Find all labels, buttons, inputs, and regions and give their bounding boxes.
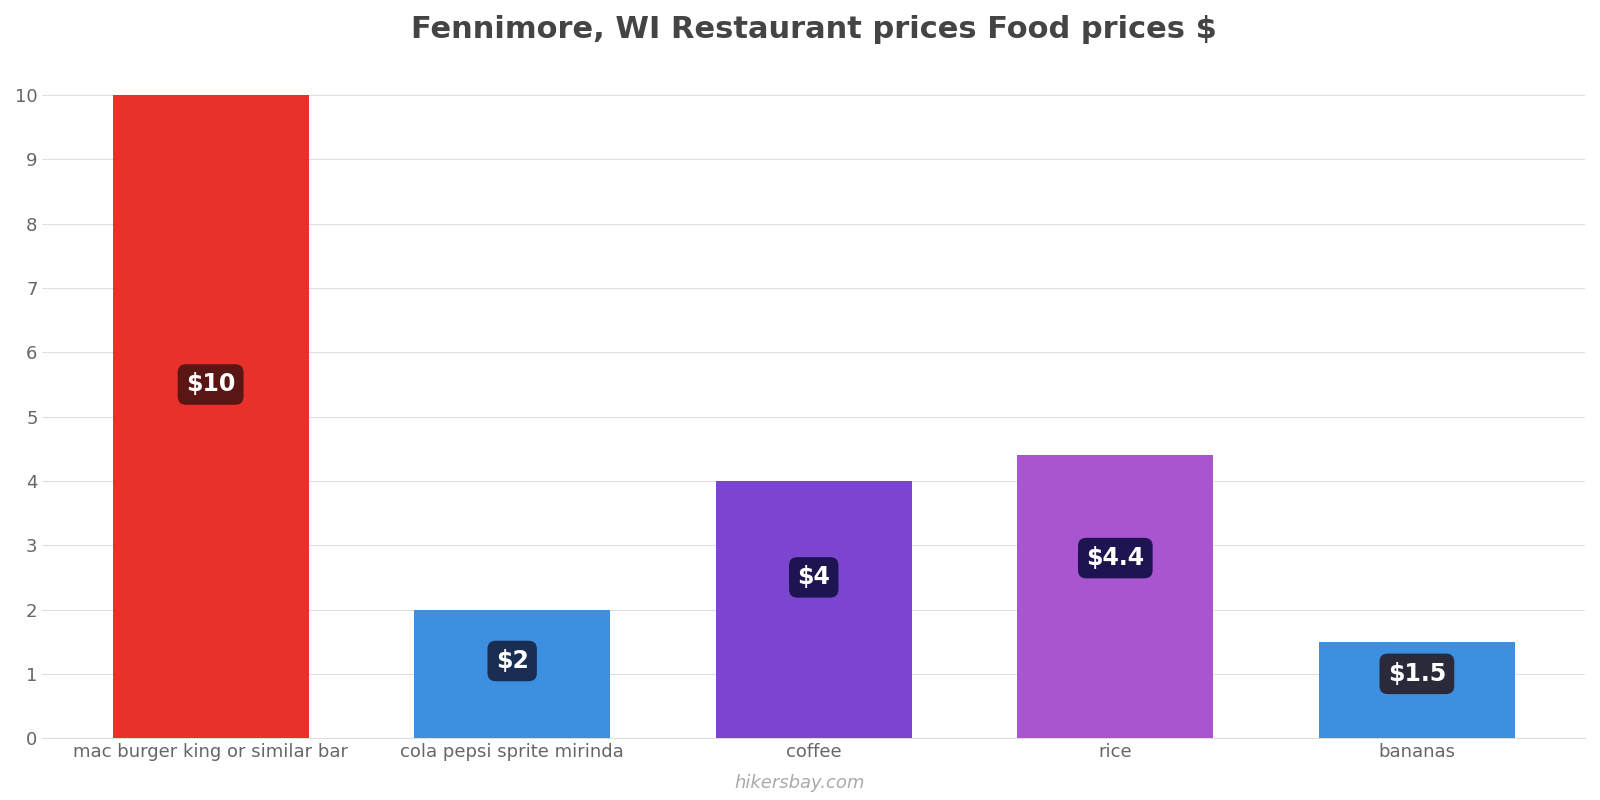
Text: $1.5: $1.5 bbox=[1387, 662, 1446, 686]
Bar bbox=[1318, 642, 1515, 738]
Text: hikersbay.com: hikersbay.com bbox=[734, 774, 866, 792]
Bar bbox=[112, 95, 309, 738]
Text: $4: $4 bbox=[797, 566, 830, 590]
Bar bbox=[414, 610, 610, 738]
Text: $4.4: $4.4 bbox=[1086, 546, 1144, 570]
Bar bbox=[1018, 455, 1213, 738]
Text: $10: $10 bbox=[186, 373, 235, 397]
Text: $2: $2 bbox=[496, 649, 528, 673]
Title: Fennimore, WI Restaurant prices Food prices $: Fennimore, WI Restaurant prices Food pri… bbox=[411, 15, 1216, 44]
Bar bbox=[715, 481, 912, 738]
